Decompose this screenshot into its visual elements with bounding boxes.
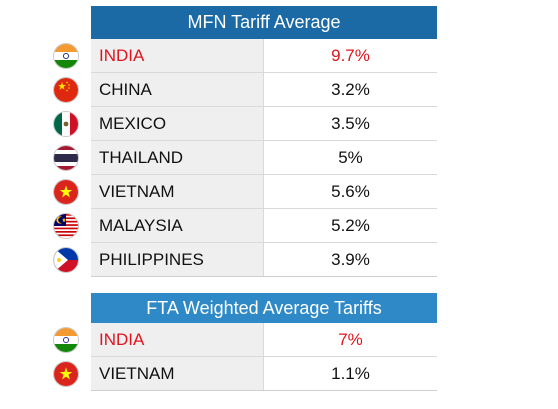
mfn-table-body: INDIA 9.7% CHINA 3.2% MEXICO 3.5% THAILAND 5% VI… bbox=[91, 39, 437, 277]
india-flag-icon bbox=[54, 44, 78, 68]
tariff-value-cell: 5.6% bbox=[264, 175, 437, 208]
country-name-cell: CHINA bbox=[91, 73, 264, 106]
country-name-cell: THAILAND bbox=[91, 141, 264, 174]
tariff-value-cell: 3.9% bbox=[264, 243, 437, 276]
tariff-value-cell: 7% bbox=[264, 323, 437, 356]
tariff-value-cell: 3.2% bbox=[264, 73, 437, 106]
india-flag-icon bbox=[54, 328, 78, 352]
table-row: PHILIPPINES 3.9% bbox=[91, 243, 437, 277]
fta-tariff-table: FTA Weighted Average Tariffs INDIA 7% VIET… bbox=[91, 293, 437, 391]
country-name-cell: INDIA bbox=[91, 39, 264, 72]
table-row: INDIA 9.7% bbox=[91, 39, 437, 73]
country-name-cell: INDIA bbox=[91, 323, 264, 356]
thailand-flag-icon bbox=[54, 146, 78, 170]
vietnam-flag-icon bbox=[54, 362, 78, 386]
tariff-value-cell: 5.2% bbox=[264, 209, 437, 242]
philippines-flag-icon bbox=[54, 248, 78, 272]
country-name-cell: PHILIPPINES bbox=[91, 243, 264, 276]
table-row: MALAYSIA 5.2% bbox=[91, 209, 437, 243]
malaysia-flag-icon bbox=[54, 214, 78, 238]
table-row: INDIA 7% bbox=[91, 323, 437, 357]
china-flag-icon bbox=[54, 78, 78, 102]
table-row: THAILAND 5% bbox=[91, 141, 437, 175]
table-row: VIETNAM 1.1% bbox=[91, 357, 437, 391]
tariff-value-cell: 9.7% bbox=[264, 39, 437, 72]
tariff-value-cell: 5% bbox=[264, 141, 437, 174]
table-row: VIETNAM 5.6% bbox=[91, 175, 437, 209]
country-name-cell: MEXICO bbox=[91, 107, 264, 140]
vietnam-flag-icon bbox=[54, 180, 78, 204]
country-name-cell: VIETNAM bbox=[91, 175, 264, 208]
mfn-tariff-table: MFN Tariff Average INDIA 9.7% CHINA 3.2% MEX… bbox=[91, 6, 437, 277]
table-row: CHINA 3.2% bbox=[91, 73, 437, 107]
table-row: MEXICO 3.5% bbox=[91, 107, 437, 141]
fta-table-body: INDIA 7% VIETNAM 1.1% bbox=[91, 323, 437, 391]
tariff-value-cell: 3.5% bbox=[264, 107, 437, 140]
country-name-cell: VIETNAM bbox=[91, 357, 264, 390]
tariff-value-cell: 1.1% bbox=[264, 357, 437, 390]
mexico-flag-icon bbox=[54, 112, 78, 136]
country-name-cell: MALAYSIA bbox=[91, 209, 264, 242]
mfn-table-title: MFN Tariff Average bbox=[91, 6, 437, 39]
fta-table-title: FTA Weighted Average Tariffs bbox=[91, 293, 437, 323]
